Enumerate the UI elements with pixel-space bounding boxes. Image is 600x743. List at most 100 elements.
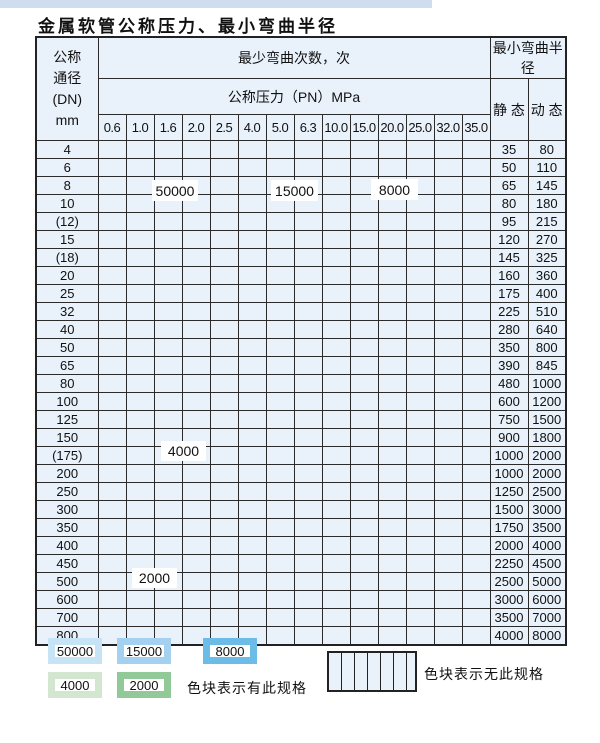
pressure-tick-15.0: 15.0 (349, 114, 379, 141)
cell-no-spec (461, 302, 491, 321)
cell-no-spec (349, 374, 379, 393)
page-title: 金属软管公称压力、最小弯曲半径 (38, 17, 338, 37)
cell-no-spec (321, 590, 351, 609)
cell-8000 (405, 212, 435, 231)
cell-no-spec (405, 320, 435, 339)
cell-no-spec (321, 374, 351, 393)
cell-2000 (153, 536, 183, 555)
cell-no-spec (433, 392, 463, 411)
cell-no-spec (349, 392, 379, 411)
cell-no-spec (461, 284, 491, 303)
cell-8000 (349, 266, 379, 285)
dynamic-value-cell: 3500 (527, 518, 567, 537)
cell-50000 (209, 338, 239, 357)
cell-8000 (377, 212, 407, 231)
static-value-cell: 225 (489, 302, 529, 321)
cell-no-spec (377, 284, 407, 303)
cell-8000 (377, 140, 407, 159)
static-value-cell: 2250 (489, 554, 529, 573)
cell-2000 (125, 590, 155, 609)
cell-4000 (125, 410, 155, 429)
static-value-cell: 480 (489, 374, 529, 393)
cell-4000 (125, 464, 155, 483)
cell-2000 (97, 554, 127, 573)
cell-4000 (237, 428, 267, 447)
cell-50000 (181, 158, 211, 177)
dn-cell: 32 (35, 302, 99, 321)
table-row-dn-500: 500 2500 5000 (35, 572, 567, 591)
cell-no-spec (265, 626, 295, 645)
cell-50000 (153, 212, 183, 231)
cell-no-spec (377, 302, 407, 321)
cell-15000 (181, 374, 211, 393)
table-row-dn-(175): (175) 1000 2000 (35, 446, 567, 465)
cell-15000 (265, 266, 295, 285)
dynamic-value-cell: 6000 (527, 590, 567, 609)
cell-no-spec (433, 626, 463, 645)
cell-no-spec (461, 590, 491, 609)
cell-2000 (97, 590, 127, 609)
pressure-tick-10.0: 10.0 (321, 114, 351, 141)
dn-header-cell: 公称 通径 (DN) mm (35, 36, 99, 141)
cell-2000 (97, 518, 127, 537)
cell-no-spec (349, 572, 379, 591)
cell-4000 (237, 392, 267, 411)
static-value-cell: 900 (489, 428, 529, 447)
cell-15000 (293, 230, 323, 249)
cell-50000 (209, 158, 239, 177)
cell-50000 (153, 230, 183, 249)
static-value-cell: 280 (489, 320, 529, 339)
dynamic-value-cell: 3000 (527, 500, 567, 519)
cell-50000 (125, 248, 155, 267)
cell-no-spec (377, 608, 407, 627)
cell-4000 (153, 392, 183, 411)
cell-no-spec (433, 572, 463, 591)
cell-50000 (209, 176, 239, 195)
cell-no-spec (349, 410, 379, 429)
table-row-dn-20: 20 160 360 (35, 266, 567, 285)
cell-50000 (97, 176, 127, 195)
dynamic-value-cell: 2500 (527, 482, 567, 501)
cell-no-spec (461, 338, 491, 357)
dn-cell: 350 (35, 518, 99, 537)
cell-4000 (97, 428, 127, 447)
table-row-dn-25: 25 175 400 (35, 284, 567, 303)
pressure-tick-6.3: 6.3 (293, 114, 323, 141)
cell-no-spec (265, 518, 295, 537)
cell-50000 (153, 320, 183, 339)
dynamic-value-cell: 325 (527, 248, 567, 267)
cell-50000 (153, 248, 183, 267)
cell-no-spec (377, 374, 407, 393)
cell-no-spec (433, 248, 463, 267)
cell-50000 (125, 140, 155, 159)
static-value-cell: 1000 (489, 464, 529, 483)
cell-15000 (237, 266, 267, 285)
cell-4000 (209, 482, 239, 501)
cell-no-spec (349, 590, 379, 609)
cell-50000 (209, 212, 239, 231)
dn-cell: 200 (35, 464, 99, 483)
header-row-2: 公称压力（PN）MPa 静 态 动 态 (36, 78, 567, 141)
table-row-dn-125: 125 750 1500 (35, 410, 567, 429)
static-header-cell: 静 态 (489, 78, 529, 141)
cell-no-spec (349, 356, 379, 375)
pressure-tick-4.0: 4.0 (237, 114, 267, 141)
region-label-50000: 50000 (152, 180, 198, 201)
cell-2000 (97, 572, 127, 591)
cell-2000 (209, 572, 239, 591)
cell-no-spec (349, 554, 379, 573)
cell-2000 (97, 608, 127, 627)
table-row-dn-(12): (12) 95 215 (35, 212, 567, 231)
pressure-tick-32.0: 32.0 (433, 114, 463, 141)
cell-4000 (181, 500, 211, 519)
static-value-cell: 4000 (489, 626, 529, 645)
cell-no-spec (349, 608, 379, 627)
cell-no-spec (461, 572, 491, 591)
table-row-dn-200: 200 1000 2000 (35, 464, 567, 483)
cell-15000 (209, 320, 239, 339)
cell-no-spec (461, 626, 491, 645)
static-value-cell: 80 (489, 194, 529, 213)
cell-no-spec (349, 320, 379, 339)
cell-8000 (293, 302, 323, 321)
cell-15000 (265, 320, 295, 339)
